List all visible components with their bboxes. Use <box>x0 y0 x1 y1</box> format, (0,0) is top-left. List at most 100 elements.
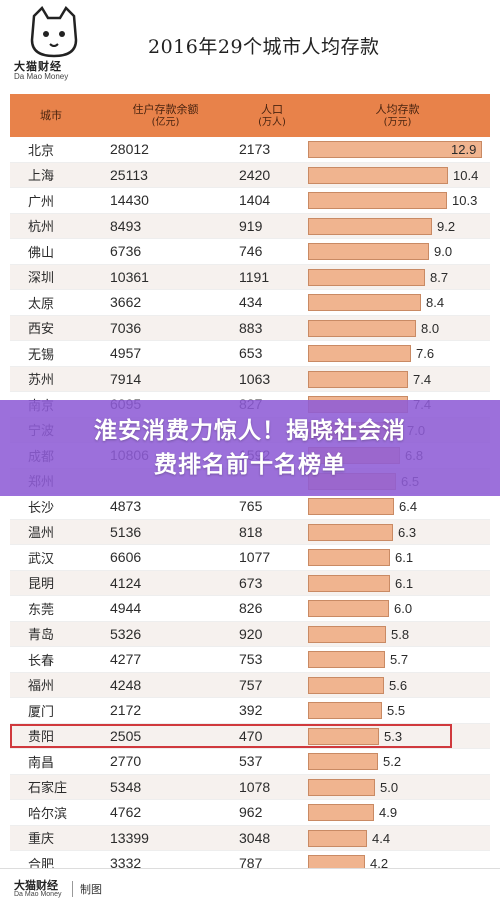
per-capita-cell: 12.9 <box>305 137 490 162</box>
per-capita-bar <box>308 498 394 515</box>
per-capita-bar <box>308 727 379 745</box>
city-cell: 苏州 <box>28 373 55 389</box>
column-header-deposits: 住户存款余额 (亿元) <box>132 102 199 128</box>
cat-logo-icon <box>30 6 78 58</box>
deposits-cell: 10361 <box>110 268 149 285</box>
table-row: 厦门 2172 392 5.5 <box>10 698 490 724</box>
population-cell: 470 <box>239 727 263 744</box>
deposits-cell: 14430 <box>110 192 149 209</box>
population-cell: 673 <box>239 574 263 591</box>
city-cell: 福州 <box>28 679 55 695</box>
city-cell: 温州 <box>28 526 55 542</box>
table-row: 哈尔滨 4762 962 4.9 <box>10 800 490 826</box>
city-cell: 武汉 <box>28 551 55 567</box>
per-capita-value: 12.9 <box>451 142 477 157</box>
footer-divider <box>72 881 73 897</box>
city-cell: 太原 <box>28 296 55 312</box>
city-cell: 贵阳 <box>28 730 55 746</box>
per-capita-bar <box>308 243 429 260</box>
table-row: 重庆 13399 3048 4.4 <box>10 825 490 851</box>
population-cell: 818 <box>239 523 263 540</box>
deposits-cell: 6606 <box>110 549 142 566</box>
table-row: 无锡 4957 653 7.6 <box>10 341 490 367</box>
per-capita-value: 6.0 <box>394 601 413 616</box>
per-capita-cell: 6.1 <box>305 571 490 596</box>
population-cell: 1077 <box>239 549 271 566</box>
population-cell: 746 <box>239 243 263 260</box>
table-row: 东莞 4944 826 6.0 <box>10 596 490 622</box>
deposits-cell: 5326 <box>110 625 142 642</box>
city-cell: 昆明 <box>28 577 55 593</box>
table-row: 昆明 4124 673 6.1 <box>10 570 490 596</box>
per-capita-bar <box>308 294 421 311</box>
per-capita-value: 9.0 <box>434 244 453 259</box>
per-capita-cell: 5.3 <box>305 724 490 749</box>
deposits-cell: 4957 <box>110 345 142 362</box>
deposits-cell: 3662 <box>110 294 142 311</box>
banner-line-2: 费排名前十名榜单 <box>154 452 346 478</box>
footer-brand-sub: Da Mao Money <box>14 891 62 898</box>
city-cell: 无锡 <box>28 347 55 363</box>
population-cell: 434 <box>239 294 263 311</box>
per-capita-value: 4.4 <box>372 830 391 846</box>
per-capita-bar <box>308 753 378 770</box>
per-capita-value: 5.8 <box>391 626 410 642</box>
per-capita-cell: 6.3 <box>305 520 490 545</box>
per-capita-cell: 6.0 <box>305 596 490 621</box>
table-row: 北京 28012 2173 12.9 <box>10 137 490 163</box>
city-cell: 佛山 <box>28 245 55 261</box>
population-cell: 765 <box>239 498 263 515</box>
population-cell: 653 <box>239 345 263 362</box>
per-capita-bar <box>308 549 390 566</box>
population-cell: 753 <box>239 651 263 668</box>
per-capita-bar <box>308 600 389 617</box>
per-capita-value: 10.4 <box>453 167 479 183</box>
per-capita-bar <box>308 345 411 362</box>
per-capita-cell: 10.4 <box>305 163 490 188</box>
per-capita-value: 5.2 <box>383 754 402 769</box>
city-cell: 重庆 <box>28 832 55 848</box>
per-capita-value: 8.4 <box>426 295 445 310</box>
footer: 大猫财经 Da Mao Money 制图 <box>0 868 500 908</box>
population-cell: 920 <box>239 625 263 642</box>
footer-brand-name: 大猫财经 <box>14 879 58 892</box>
chart-title: 2016年29个城市人均存款 <box>148 36 380 58</box>
table-row: 长春 4277 753 5.7 <box>10 647 490 673</box>
deposits-cell: 4124 <box>110 574 142 591</box>
per-capita-bar <box>308 804 374 821</box>
deposits-cell: 13399 <box>110 829 149 846</box>
city-cell: 青岛 <box>28 628 55 644</box>
per-capita-value: 7.6 <box>416 346 435 361</box>
per-capita-bar <box>308 370 408 388</box>
table-row: 石家庄 5348 1078 5.0 <box>10 774 490 800</box>
population-cell: 537 <box>239 753 263 770</box>
city-cell: 西安 <box>28 322 55 338</box>
table-row: 杭州 8493 919 9.2 <box>10 213 490 239</box>
per-capita-bar <box>308 141 482 158</box>
table-row: 西安 7036 883 8.0 <box>10 315 490 341</box>
population-cell: 2420 <box>239 166 271 183</box>
city-cell: 杭州 <box>28 220 55 236</box>
table-body: 北京 28012 2173 12.9 上海 25113 2420 10.4 广州 14430 140… <box>10 137 490 877</box>
per-capita-bar <box>308 676 384 694</box>
deposits-cell: 8493 <box>110 217 142 234</box>
per-capita-value: 8.7 <box>430 269 449 285</box>
deposits-cell: 5136 <box>110 523 142 540</box>
headline-banner[interactable]: 淮安消费力惊人！揭晓社会消 费排名前十名榜单 <box>0 400 500 496</box>
deposits-cell: 7914 <box>110 370 142 387</box>
deposits-cell: 2770 <box>110 753 142 770</box>
deposits-cell: 3332 <box>110 855 142 872</box>
city-cell: 深圳 <box>28 271 55 287</box>
column-header-per-capita: 人均存款 (万元) <box>375 102 420 128</box>
table-row: 深圳 10361 1191 8.7 <box>10 264 490 290</box>
deposits-cell: 4277 <box>110 651 142 668</box>
per-capita-value: 5.3 <box>384 728 403 744</box>
per-capita-bar <box>308 166 448 184</box>
per-capita-bar <box>308 829 367 847</box>
column-header-population: 人口 (万人) <box>258 102 286 128</box>
per-capita-cell: 6.4 <box>305 494 490 519</box>
per-capita-value: 4.2 <box>370 856 389 871</box>
per-capita-cell: 5.8 <box>305 622 490 647</box>
per-capita-value: 7.4 <box>413 371 432 387</box>
population-cell: 1191 <box>239 268 270 285</box>
